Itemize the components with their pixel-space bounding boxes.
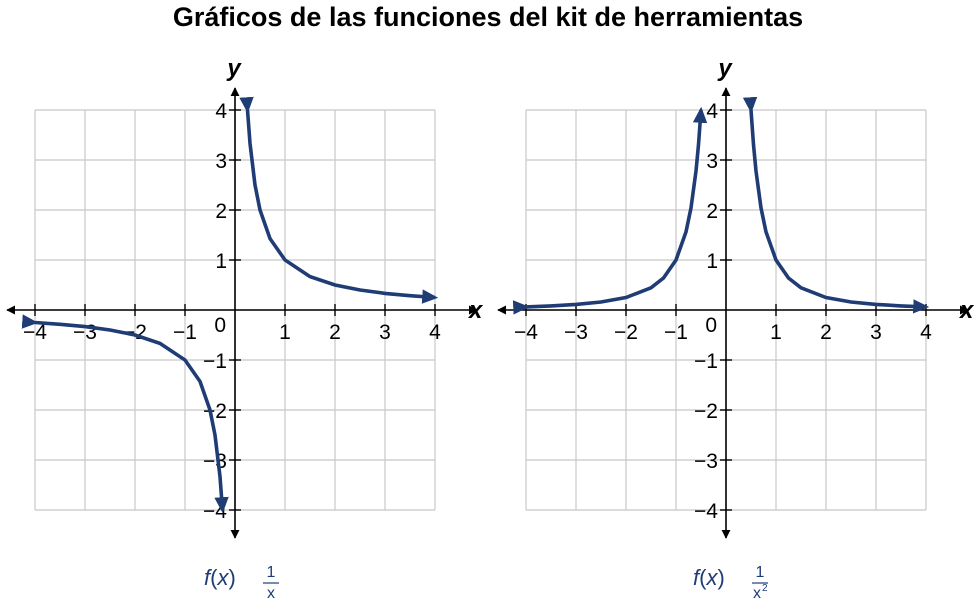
fraction-exponent: 2 bbox=[762, 583, 768, 594]
x-axis-label: x bbox=[958, 297, 975, 324]
x-tick-label: −3 bbox=[564, 321, 588, 344]
curve-branch-2 bbox=[21, 314, 229, 514]
x-tick-label: 3 bbox=[870, 321, 882, 344]
curve-branch-2 bbox=[512, 106, 708, 315]
x-tick-label: 2 bbox=[820, 321, 832, 344]
page-title: Gráficos de las funciones del kit de her… bbox=[172, 2, 804, 32]
x-tick-label: 1 bbox=[770, 321, 782, 344]
y-tick-label: −3 bbox=[203, 450, 227, 473]
y-tick-label: 1 bbox=[706, 250, 718, 273]
curve-branch-1 bbox=[742, 96, 930, 314]
x-tick-label: 1 bbox=[279, 321, 291, 344]
fraction-numerator: 1 bbox=[756, 564, 765, 581]
curve-branch-1 bbox=[239, 96, 439, 304]
x-axis-label: x bbox=[467, 297, 484, 324]
y-tick-label: 4 bbox=[215, 100, 227, 123]
function-label: f(x) bbox=[204, 565, 236, 590]
y-tick-label: −4 bbox=[694, 500, 718, 523]
y-axis-label: y bbox=[717, 55, 733, 82]
y-tick-label: −2 bbox=[694, 400, 718, 423]
x-tick-label: −1 bbox=[664, 321, 688, 344]
y-tick-label: 4 bbox=[706, 100, 718, 123]
fraction-denominator: x bbox=[753, 585, 761, 602]
y-axis-label: y bbox=[226, 55, 242, 82]
origin-label: 0 bbox=[214, 314, 226, 337]
fraction-denominator: x bbox=[267, 585, 275, 602]
x-tick-label: −2 bbox=[614, 321, 638, 344]
x-tick-label: 4 bbox=[920, 321, 932, 344]
x-tick-label: 4 bbox=[429, 321, 441, 344]
y-tick-label: −1 bbox=[203, 350, 227, 373]
x-tick-label: 2 bbox=[329, 321, 341, 344]
x-tick-label: −4 bbox=[514, 321, 538, 344]
y-tick-label: 1 bbox=[215, 250, 227, 273]
y-tick-label: 3 bbox=[215, 150, 227, 173]
y-tick-label: 2 bbox=[215, 200, 227, 223]
fraction-numerator: 1 bbox=[267, 564, 276, 581]
function-label: f(x) bbox=[693, 565, 725, 590]
y-tick-label: −3 bbox=[694, 450, 718, 473]
y-tick-label: 2 bbox=[706, 200, 718, 223]
x-tick-label: 3 bbox=[379, 321, 391, 344]
origin-label: 0 bbox=[705, 314, 717, 337]
y-tick-label: −1 bbox=[694, 350, 718, 373]
x-tick-label: −1 bbox=[173, 321, 197, 344]
y-tick-label: 3 bbox=[706, 150, 718, 173]
